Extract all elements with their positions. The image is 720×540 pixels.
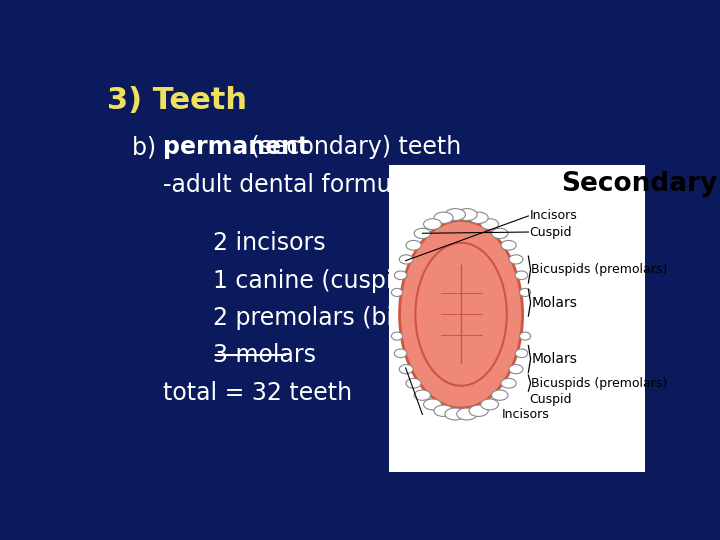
Text: Molars: Molars — [531, 296, 577, 309]
Text: Incisors: Incisors — [529, 210, 577, 222]
Text: Bicuspids (premolars): Bicuspids (premolars) — [531, 376, 667, 390]
Text: Cuspid: Cuspid — [529, 226, 572, 239]
Text: 1 canine (cuspid): 1 canine (cuspid) — [213, 268, 416, 293]
Ellipse shape — [520, 332, 531, 340]
Ellipse shape — [516, 271, 528, 280]
Ellipse shape — [392, 332, 402, 340]
Ellipse shape — [445, 408, 465, 420]
Ellipse shape — [400, 364, 413, 374]
Text: Cuspid: Cuspid — [529, 393, 572, 406]
Ellipse shape — [406, 240, 421, 250]
Ellipse shape — [400, 220, 523, 408]
Ellipse shape — [492, 390, 508, 400]
Ellipse shape — [509, 255, 523, 264]
Ellipse shape — [469, 212, 488, 224]
Ellipse shape — [395, 349, 407, 357]
Text: 2 premolars (bicuspid): 2 premolars (bicuspid) — [213, 306, 479, 330]
Ellipse shape — [400, 255, 413, 264]
Ellipse shape — [415, 243, 507, 386]
Ellipse shape — [395, 271, 407, 280]
Ellipse shape — [423, 399, 441, 410]
Text: -adult dental formula = 2-1-2-3: -adult dental formula = 2-1-2-3 — [163, 173, 532, 197]
Text: Secondary: Secondary — [562, 171, 718, 197]
Ellipse shape — [434, 212, 453, 224]
Text: 3 molars: 3 molars — [213, 343, 316, 367]
Text: b): b) — [132, 136, 171, 159]
Ellipse shape — [469, 405, 488, 416]
Ellipse shape — [434, 405, 453, 416]
Ellipse shape — [456, 208, 477, 220]
FancyBboxPatch shape — [389, 165, 645, 472]
Text: Incisors: Incisors — [502, 408, 549, 421]
Ellipse shape — [509, 364, 523, 374]
Ellipse shape — [481, 219, 498, 230]
Ellipse shape — [516, 349, 528, 357]
Text: (secondary) teeth: (secondary) teeth — [243, 136, 462, 159]
Ellipse shape — [520, 288, 531, 296]
Ellipse shape — [445, 208, 465, 220]
Ellipse shape — [406, 379, 421, 388]
Ellipse shape — [423, 219, 441, 230]
Ellipse shape — [492, 228, 508, 239]
Text: permanent: permanent — [163, 136, 309, 159]
Ellipse shape — [501, 240, 516, 250]
Ellipse shape — [456, 408, 477, 420]
Text: Bicuspids (premolars): Bicuspids (premolars) — [531, 263, 667, 276]
Text: Molars: Molars — [531, 352, 577, 366]
Ellipse shape — [414, 390, 431, 400]
Ellipse shape — [501, 379, 516, 388]
Text: 3) Teeth: 3) Teeth — [107, 85, 247, 114]
Ellipse shape — [392, 288, 402, 296]
Text: total = 32 teeth: total = 32 teeth — [163, 381, 351, 405]
Ellipse shape — [415, 243, 507, 386]
Text: 2 incisors: 2 incisors — [213, 231, 325, 255]
Ellipse shape — [481, 399, 498, 410]
Ellipse shape — [414, 228, 431, 239]
